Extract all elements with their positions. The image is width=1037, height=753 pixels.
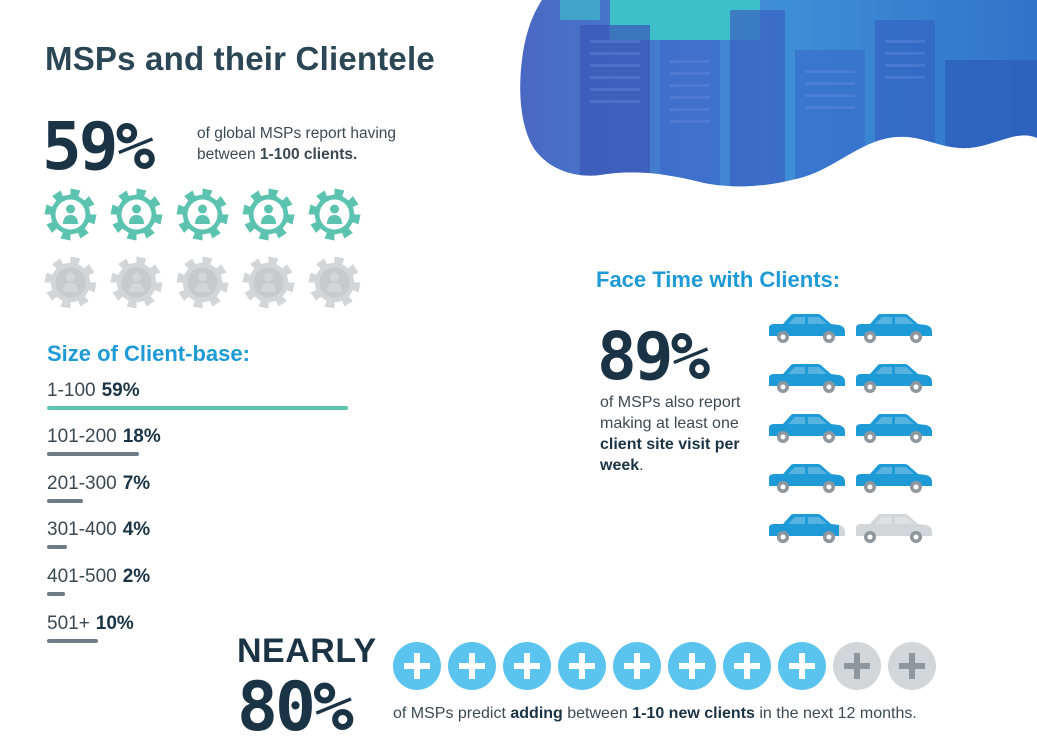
new-clients-desc-bold1: adding xyxy=(510,705,563,722)
gear-user-icon xyxy=(110,256,163,309)
face-time-percent: 89% xyxy=(597,318,710,395)
car-icon xyxy=(769,464,845,493)
gear-user-icon xyxy=(242,188,295,241)
plus-icon xyxy=(723,642,771,690)
plus-icon-row xyxy=(392,641,937,691)
car-icon xyxy=(769,414,845,443)
gear-user-icon xyxy=(44,256,97,309)
city-skyline-graphic xyxy=(520,0,1037,187)
gear-icon-row-empty xyxy=(44,256,361,309)
client-base-item-label: 401-500 2% xyxy=(47,566,377,588)
face-time-desc-prefix: of MSPs also report making at least one xyxy=(600,394,741,432)
client-base-bar xyxy=(47,499,83,503)
client-base-bar xyxy=(47,592,65,596)
face-time-heading: Face Time with Clients: xyxy=(596,267,841,292)
client-base-item-label: 201-300 7% xyxy=(47,473,377,495)
car-icon-grid xyxy=(769,314,932,543)
client-base-value: 7% xyxy=(122,473,151,494)
client-base-value: 59% xyxy=(101,380,140,401)
car-icon xyxy=(769,514,845,543)
plus-icon xyxy=(503,642,551,690)
client-base-bar xyxy=(47,639,98,643)
client-base-range: 101-200 xyxy=(47,426,117,447)
client-base-item: 101-200 18% xyxy=(47,426,377,456)
stat-clients-percent: 59% xyxy=(42,108,155,185)
car-icon xyxy=(856,314,932,343)
face-time-desc-bold: client site visit per week xyxy=(600,436,740,474)
gear-user-icon xyxy=(176,188,229,241)
client-base-item: 401-500 2% xyxy=(47,566,377,596)
face-time-desc-suffix: . xyxy=(639,457,644,474)
client-base-range: 201-300 xyxy=(47,473,117,494)
client-base-value: 2% xyxy=(122,566,151,587)
new-clients-desc-mid: between xyxy=(562,705,633,722)
gear-user-icon xyxy=(44,188,97,241)
gear-user-icon xyxy=(242,256,295,309)
client-base-range: 501+ xyxy=(47,613,90,634)
client-base-value: 18% xyxy=(122,426,161,447)
stat-clients-desc-bold: 1-100 clients. xyxy=(259,146,358,163)
plus-icon xyxy=(613,642,661,690)
client-base-item-label: 501+ 10% xyxy=(47,613,377,635)
client-base-bar xyxy=(47,406,348,410)
car-icon xyxy=(856,414,932,443)
face-time-description: of MSPs also report making at least one … xyxy=(600,392,760,476)
stat-clients-description: of global MSPs report having between 1-1… xyxy=(197,123,396,165)
client-base-heading: Size of Client-base: xyxy=(47,341,250,366)
client-base-range: 1-100 xyxy=(47,380,96,401)
client-base-value: 10% xyxy=(95,613,134,634)
plus-icon xyxy=(393,642,441,690)
client-base-item: 301-400 4% xyxy=(47,519,377,549)
plus-icon xyxy=(448,642,496,690)
new-clients-percent: 80% xyxy=(237,668,354,747)
client-base-item: 1-100 59% xyxy=(47,380,377,410)
car-icon xyxy=(856,364,932,393)
car-icon xyxy=(856,464,932,493)
car-icon xyxy=(856,514,932,543)
client-base-bar xyxy=(47,545,68,549)
client-base-range: 301-400 xyxy=(47,519,117,540)
plus-icon xyxy=(668,642,716,690)
gear-icon-row-filled xyxy=(44,188,361,241)
new-clients-desc-suffix: in the next 12 months. xyxy=(754,705,917,722)
plus-icon xyxy=(558,642,606,690)
gear-user-icon xyxy=(110,188,163,241)
client-base-bar xyxy=(47,452,139,456)
plus-icon xyxy=(888,642,936,690)
new-clients-desc-bold2: 1-10 new clients xyxy=(632,705,755,722)
gear-user-icon xyxy=(308,188,361,241)
new-clients-description: of MSPs predict adding between 1-10 new … xyxy=(393,705,917,723)
client-base-item-label: 301-400 4% xyxy=(47,519,377,541)
car-icon xyxy=(769,314,845,343)
new-clients-nearly: NEARLY xyxy=(237,632,377,670)
client-base-value: 4% xyxy=(122,519,151,540)
client-base-item: 201-300 7% xyxy=(47,473,377,503)
gear-user-icon xyxy=(308,256,361,309)
stat-clients-desc-line2: between 1-100 clients. xyxy=(197,144,396,165)
gear-user-icon xyxy=(176,256,229,309)
stat-clients-desc-line1: of global MSPs report having xyxy=(197,125,397,142)
client-base-item-label: 1-100 59% xyxy=(47,380,377,402)
client-base-item: 501+ 10% xyxy=(47,613,377,643)
car-icon xyxy=(769,364,845,393)
plus-icon xyxy=(778,642,826,690)
client-base-range: 401-500 xyxy=(47,566,117,587)
plus-icon xyxy=(833,642,881,690)
client-base-item-label: 101-200 18% xyxy=(47,426,377,448)
stat-clients-desc-mid: between xyxy=(197,146,260,163)
new-clients-desc-prefix: of MSPs predict xyxy=(393,705,511,722)
page-title: MSPs and their Clientele xyxy=(45,40,435,77)
